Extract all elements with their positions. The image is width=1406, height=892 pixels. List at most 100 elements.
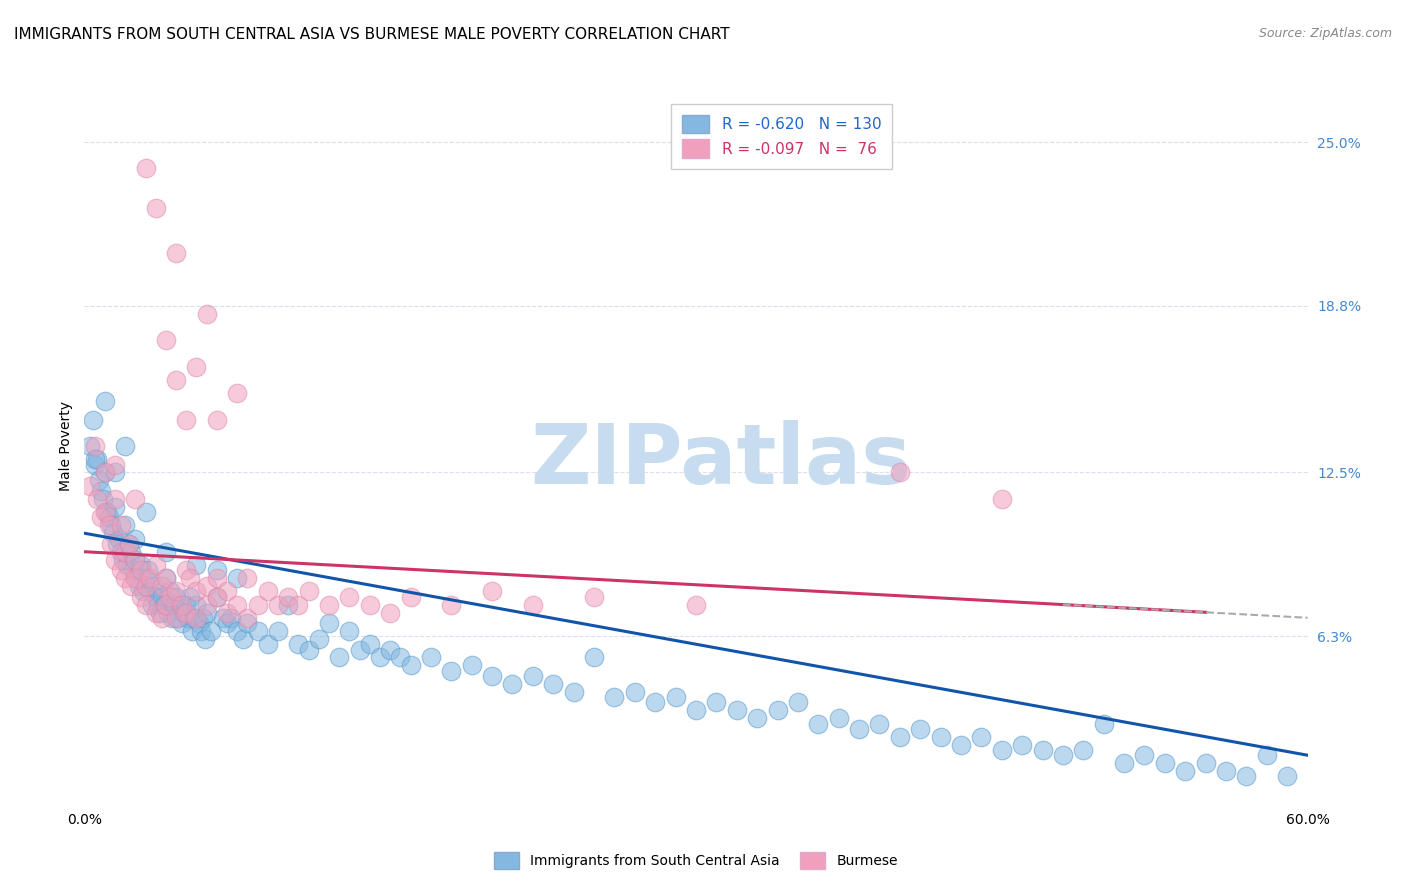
Point [90,510,112,524]
Point [79,439,101,453]
Point [165,611,187,625]
Point [246,598,269,612]
Point [124,491,146,506]
Point [644,695,666,709]
Point [86,491,108,506]
Point [86,452,108,467]
Point [219,611,242,625]
Point [104,458,127,472]
Point [461,658,484,673]
Point [440,664,463,678]
Point [186,584,208,599]
Point [257,637,280,651]
Point [155,571,177,585]
Point [807,716,830,731]
Text: ZIPatlas: ZIPatlas [530,420,911,500]
Point [186,611,208,625]
Point [163,598,186,612]
Point [205,571,228,585]
Point [127,571,149,585]
Point [165,246,187,260]
Point [195,307,218,321]
Point [131,563,153,577]
Point [318,598,340,612]
Point [181,624,204,638]
Point [93,505,117,519]
Point [135,598,157,612]
Point [226,386,249,401]
Point [120,579,142,593]
Point [101,526,124,541]
Point [104,552,127,566]
Point [165,590,187,604]
Point [212,611,235,625]
Point [195,579,218,593]
Point [165,373,187,387]
Point [83,452,105,467]
Point [848,722,870,736]
Point [155,571,177,585]
Point [132,584,155,599]
Point [929,730,952,744]
Point [910,722,932,736]
Point [1174,764,1197,778]
Text: IMMIGRANTS FROM SOUTH CENTRAL ASIA VS BURMESE MALE POVERTY CORRELATION CHART: IMMIGRANTS FROM SOUTH CENTRAL ASIA VS BU… [14,27,730,42]
Point [562,685,585,699]
Point [1236,769,1258,783]
Point [359,598,381,612]
Point [177,611,200,625]
Point [138,584,160,599]
Point [91,491,114,506]
Point [96,505,118,519]
Point [136,563,159,577]
Point [205,412,228,426]
Point [179,590,201,604]
Point [217,584,239,599]
Point [1052,748,1074,763]
Point [142,579,165,593]
Point [150,590,173,604]
Point [522,598,544,612]
Point [889,466,911,480]
Point [105,537,128,551]
Point [183,611,205,625]
Point [124,552,146,566]
Point [187,616,209,631]
Point [277,590,299,604]
Point [298,584,321,599]
Point [135,571,157,585]
Point [174,563,197,577]
Point [200,624,222,638]
Point [146,598,169,612]
Point [108,532,131,546]
Point [160,611,183,625]
Point [1215,764,1237,778]
Point [112,552,135,566]
Point [368,650,391,665]
Point [226,571,249,585]
Point [128,579,150,593]
Point [104,500,127,514]
Point [236,611,259,625]
Point [155,598,177,612]
Point [205,590,228,604]
Point [1092,716,1115,731]
Point [318,616,340,631]
Point [104,466,127,480]
Point [1073,743,1095,757]
Point [991,491,1014,506]
Point [93,466,117,480]
Point [440,598,463,612]
Point [195,606,218,620]
Point [118,537,141,551]
Point [349,642,371,657]
Point [100,537,122,551]
Point [380,642,402,657]
Point [145,606,167,620]
Point [502,677,524,691]
Point [603,690,626,704]
Point [104,491,127,506]
Point [93,394,117,409]
Point [543,677,565,691]
Point [339,624,361,638]
